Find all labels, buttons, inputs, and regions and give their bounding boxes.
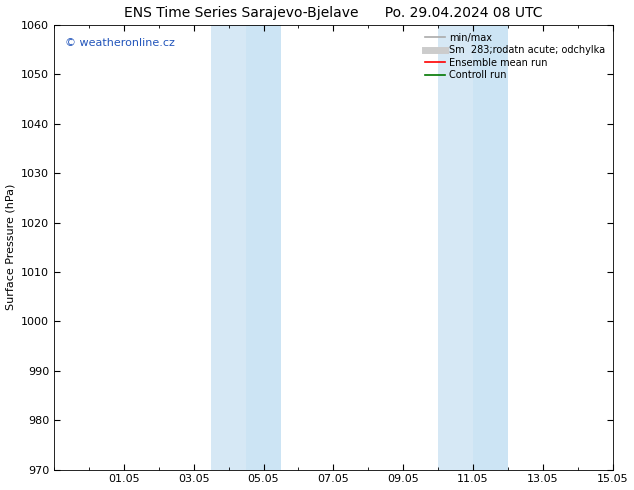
Bar: [438, 25, 473, 469]
Bar: [211, 25, 246, 469]
Legend: min/max, Sm  283;rodatn acute; odchylka, Ensemble mean run, Controll run: min/max, Sm 283;rodatn acute; odchylka, …: [422, 30, 608, 83]
Bar: [246, 25, 281, 469]
Y-axis label: Surface Pressure (hPa): Surface Pressure (hPa): [6, 184, 16, 311]
Bar: [473, 25, 508, 469]
Title: ENS Time Series Sarajevo-Bjelave      Po. 29.04.2024 08 UTC: ENS Time Series Sarajevo-Bjelave Po. 29.…: [124, 5, 543, 20]
Text: © weatheronline.cz: © weatheronline.cz: [65, 38, 175, 48]
